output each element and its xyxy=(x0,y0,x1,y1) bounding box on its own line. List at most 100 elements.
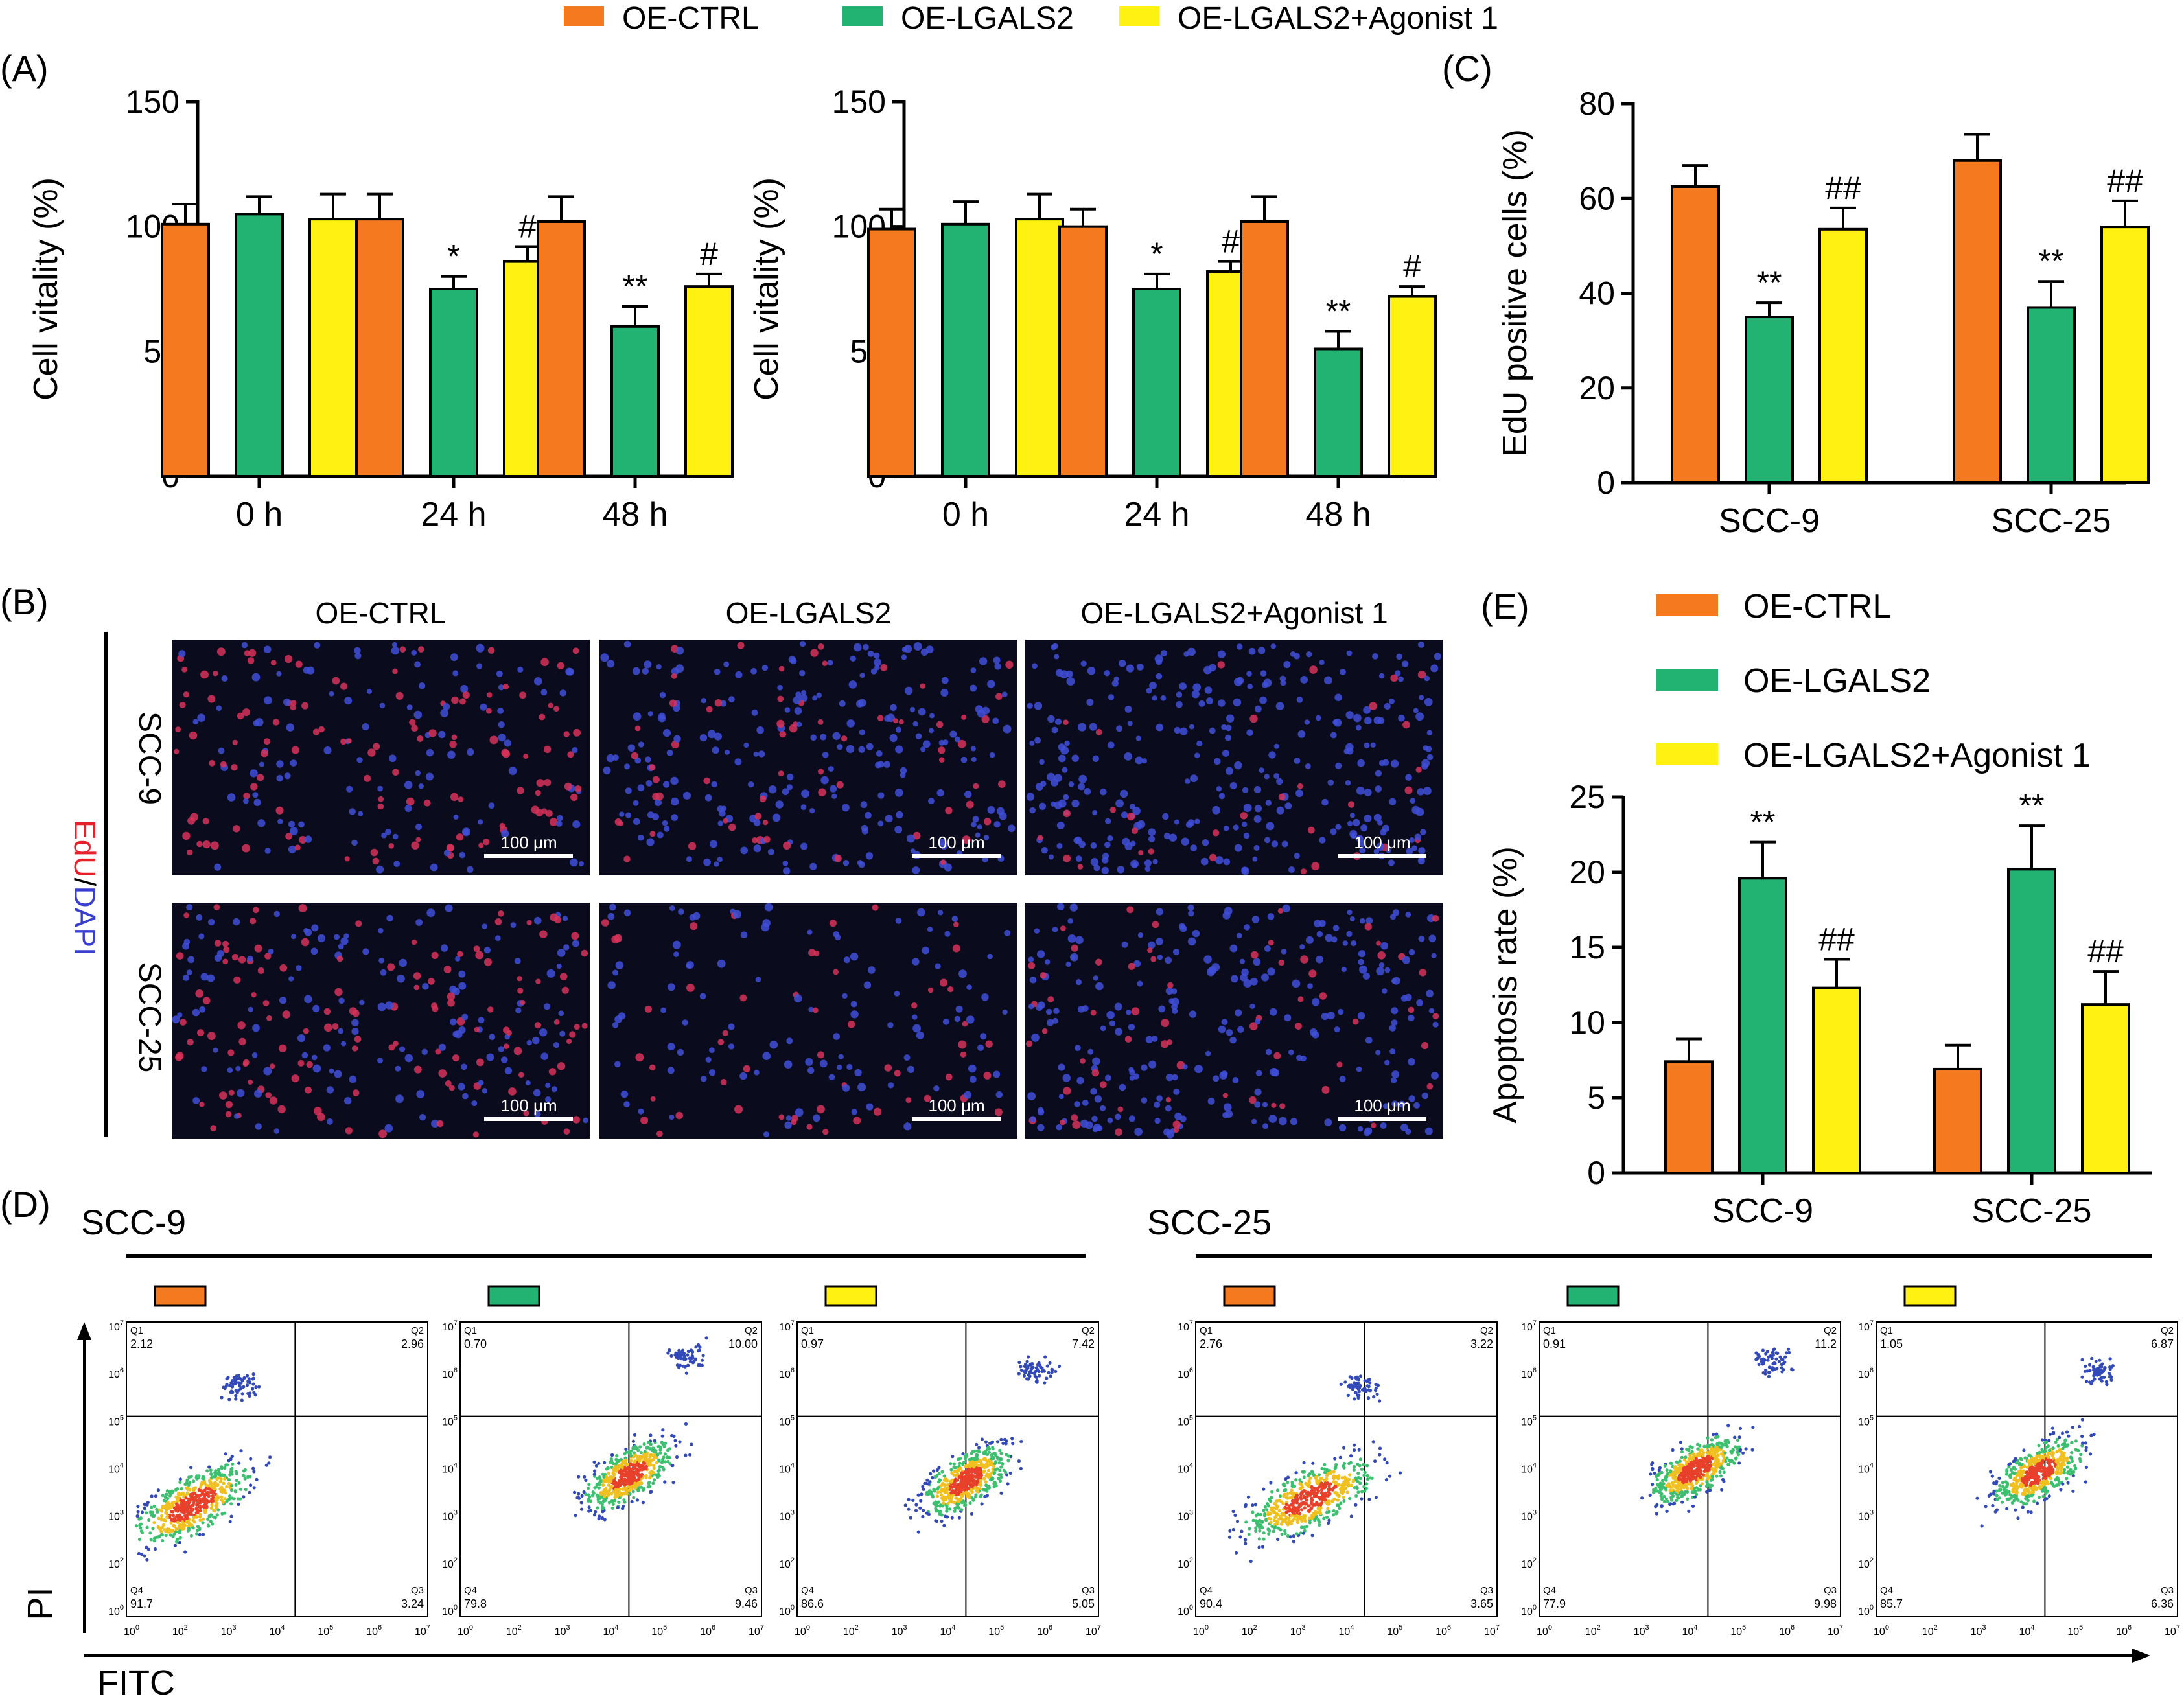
cell-nucleus xyxy=(1085,1121,1093,1129)
cell-nucleus xyxy=(1157,955,1163,960)
cell-nucleus xyxy=(1254,805,1262,813)
event-dot xyxy=(945,1507,949,1510)
event-dot xyxy=(209,1520,213,1523)
event-dot xyxy=(205,1469,209,1473)
cell-nucleus xyxy=(1188,910,1194,917)
event-dot xyxy=(203,1481,207,1485)
cell-nucleus xyxy=(993,1070,1001,1078)
cell-nucleus xyxy=(379,702,386,709)
decade-base: 10 xyxy=(124,1626,135,1637)
event-dot xyxy=(992,1471,996,1475)
cell-nucleus xyxy=(1389,798,1397,805)
event-dot xyxy=(997,1473,1001,1477)
micrograph-scc-9-ctrl: 100 μm xyxy=(172,640,590,875)
cell-nucleus xyxy=(1148,828,1156,836)
cell-nucleus xyxy=(601,919,609,927)
event-dot xyxy=(1307,1504,1311,1508)
cell-nucleus xyxy=(677,1048,684,1056)
cell-nucleus xyxy=(817,1051,824,1059)
cell-nucleus xyxy=(894,991,900,997)
cell-nucleus xyxy=(962,835,971,844)
event-dot xyxy=(631,1490,635,1494)
cell-nucleus xyxy=(573,728,581,737)
event-dot xyxy=(165,1508,168,1512)
cell-nucleus xyxy=(1094,1095,1102,1103)
cell-nucleus xyxy=(901,654,907,660)
decade-base: 10 xyxy=(506,1626,518,1637)
cell-nucleus xyxy=(557,949,566,957)
event-dot xyxy=(1240,1529,1244,1533)
cell-nucleus xyxy=(1257,647,1266,654)
cell-nucleus xyxy=(968,1064,977,1073)
cell-nucleus xyxy=(367,689,373,695)
decade-exponent: 2 xyxy=(791,1556,795,1564)
x-decade-label: 106 xyxy=(1037,1624,1052,1637)
cell-nucleus xyxy=(704,794,712,802)
cell-nucleus xyxy=(666,749,673,756)
event-dot xyxy=(573,1490,577,1494)
cell-nucleus xyxy=(709,1047,715,1053)
x-decade-label: 107 xyxy=(749,1624,764,1637)
cell-nucleus xyxy=(1161,1019,1170,1027)
event-dot xyxy=(1294,1471,1298,1475)
cell-nucleus xyxy=(1119,1083,1126,1091)
cell-nucleus xyxy=(262,1000,270,1006)
cell-nucleus xyxy=(559,973,568,980)
cell-nucleus xyxy=(789,724,798,733)
cell-nucleus xyxy=(761,923,770,932)
event-dot xyxy=(1308,1521,1312,1525)
event-dot xyxy=(669,1354,673,1358)
y-decade-label: 107 xyxy=(1178,1319,1193,1333)
bar-ctrl xyxy=(537,220,586,478)
cell-nucleus xyxy=(662,820,668,826)
decade-exponent: 4 xyxy=(1350,1624,1354,1632)
y-axis-title: Apoptosis rate (%) xyxy=(1487,846,1524,1124)
scatter-points xyxy=(573,1336,708,1522)
cell-nucleus xyxy=(762,820,769,826)
cell-nucleus xyxy=(447,999,455,1007)
event-dot xyxy=(617,1459,622,1463)
cell-nucleus xyxy=(1095,982,1104,991)
event-dot xyxy=(1041,1369,1045,1372)
event-dot xyxy=(933,1503,937,1507)
y-decade-label: 106 xyxy=(108,1367,124,1380)
cell-nucleus xyxy=(421,1048,428,1056)
event-dot xyxy=(1235,1551,1238,1555)
cell-nucleus xyxy=(467,748,474,756)
event-dot xyxy=(175,1540,179,1544)
x-decade-label: 102 xyxy=(843,1624,859,1637)
cell-nucleus xyxy=(607,912,615,920)
cell-nucleus xyxy=(238,956,246,964)
cell-nucleus xyxy=(817,769,824,775)
cell-nucleus xyxy=(404,781,413,789)
cell-nucleus xyxy=(1041,847,1049,854)
cell-nucleus xyxy=(544,745,552,754)
quadrant-percent: 3.65 xyxy=(1470,1597,1493,1610)
event-dot xyxy=(229,1467,233,1471)
quadrant-percent: 90.4 xyxy=(1200,1597,1222,1610)
event-dot xyxy=(1272,1529,1275,1533)
cell-nucleus xyxy=(1063,1087,1071,1095)
event-dot xyxy=(653,1439,656,1442)
event-dot xyxy=(977,1446,981,1450)
scale-bar-label: 100 μm xyxy=(1354,833,1410,852)
event-dot xyxy=(921,1485,925,1488)
cell-nucleus xyxy=(476,663,483,669)
e-legend-swatch-lgals2 xyxy=(1656,669,1718,691)
cell-nucleus xyxy=(190,813,198,822)
cell-nucleus xyxy=(549,818,558,826)
event-dot xyxy=(1312,1512,1316,1516)
quadrant-name: Q3 xyxy=(745,1585,758,1596)
event-dot xyxy=(1238,1535,1242,1539)
x-tick-label: SCC-25 xyxy=(1992,502,2111,540)
event-dot xyxy=(183,1550,187,1554)
cell-nucleus xyxy=(985,1040,993,1048)
cell-nucleus xyxy=(667,983,675,991)
event-dot xyxy=(977,1464,981,1468)
event-dot xyxy=(1316,1507,1320,1510)
cell-nucleus xyxy=(633,712,642,721)
event-dot xyxy=(1398,1471,1402,1475)
cell-nucleus xyxy=(183,691,189,698)
cell-nucleus xyxy=(406,704,413,710)
cell-nucleus xyxy=(812,695,818,701)
